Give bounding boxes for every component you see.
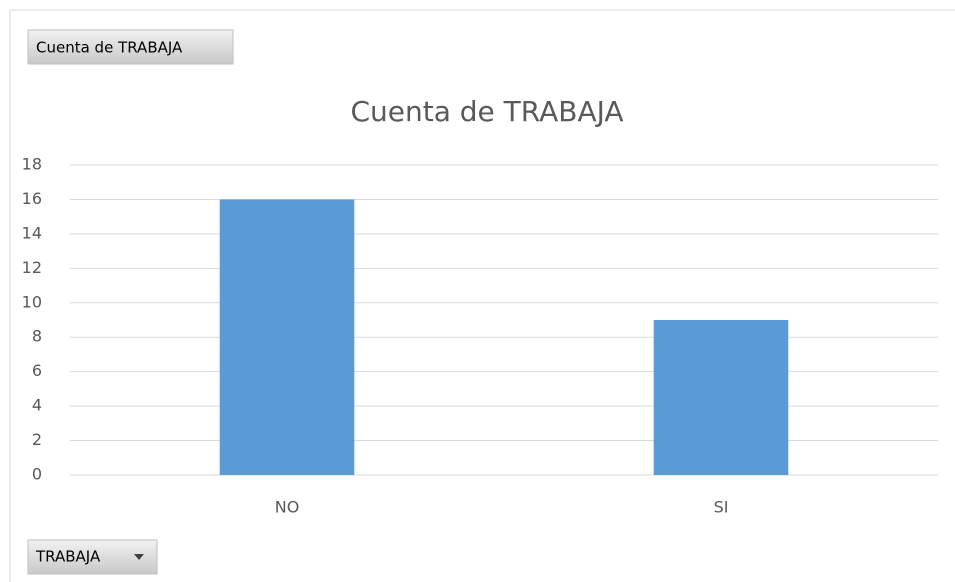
y-tick-label: 14 xyxy=(22,223,42,242)
chart-title: Cuenta de TRABAJA xyxy=(350,95,623,128)
button-bg xyxy=(27,539,158,575)
button-label: TRABAJA xyxy=(35,548,101,566)
x-tick-label: SI xyxy=(714,498,729,517)
chart-frame xyxy=(9,9,955,582)
bar xyxy=(219,199,355,475)
button-label: Cuenta de TRABAJA xyxy=(36,39,183,57)
axis-field-button[interactable]: TRABAJA xyxy=(27,539,158,575)
y-tick-label: 18 xyxy=(22,155,42,174)
y-tick-label: 10 xyxy=(22,292,42,311)
value-field-button[interactable]: Cuenta de TRABAJA xyxy=(27,29,234,65)
y-tick-label: 8 xyxy=(32,327,42,346)
bar xyxy=(653,320,789,475)
y-tick-label: 16 xyxy=(22,189,42,208)
y-tick-label: 4 xyxy=(32,396,42,415)
dropdown-arrow xyxy=(134,554,144,560)
y-tick-label: 6 xyxy=(32,361,42,380)
y-tick-label: 0 xyxy=(32,465,42,484)
y-tick-label: 2 xyxy=(32,430,42,449)
x-tick-label: NO xyxy=(275,498,300,517)
y-tick-label: 12 xyxy=(22,258,42,277)
button-bg xyxy=(27,29,234,65)
